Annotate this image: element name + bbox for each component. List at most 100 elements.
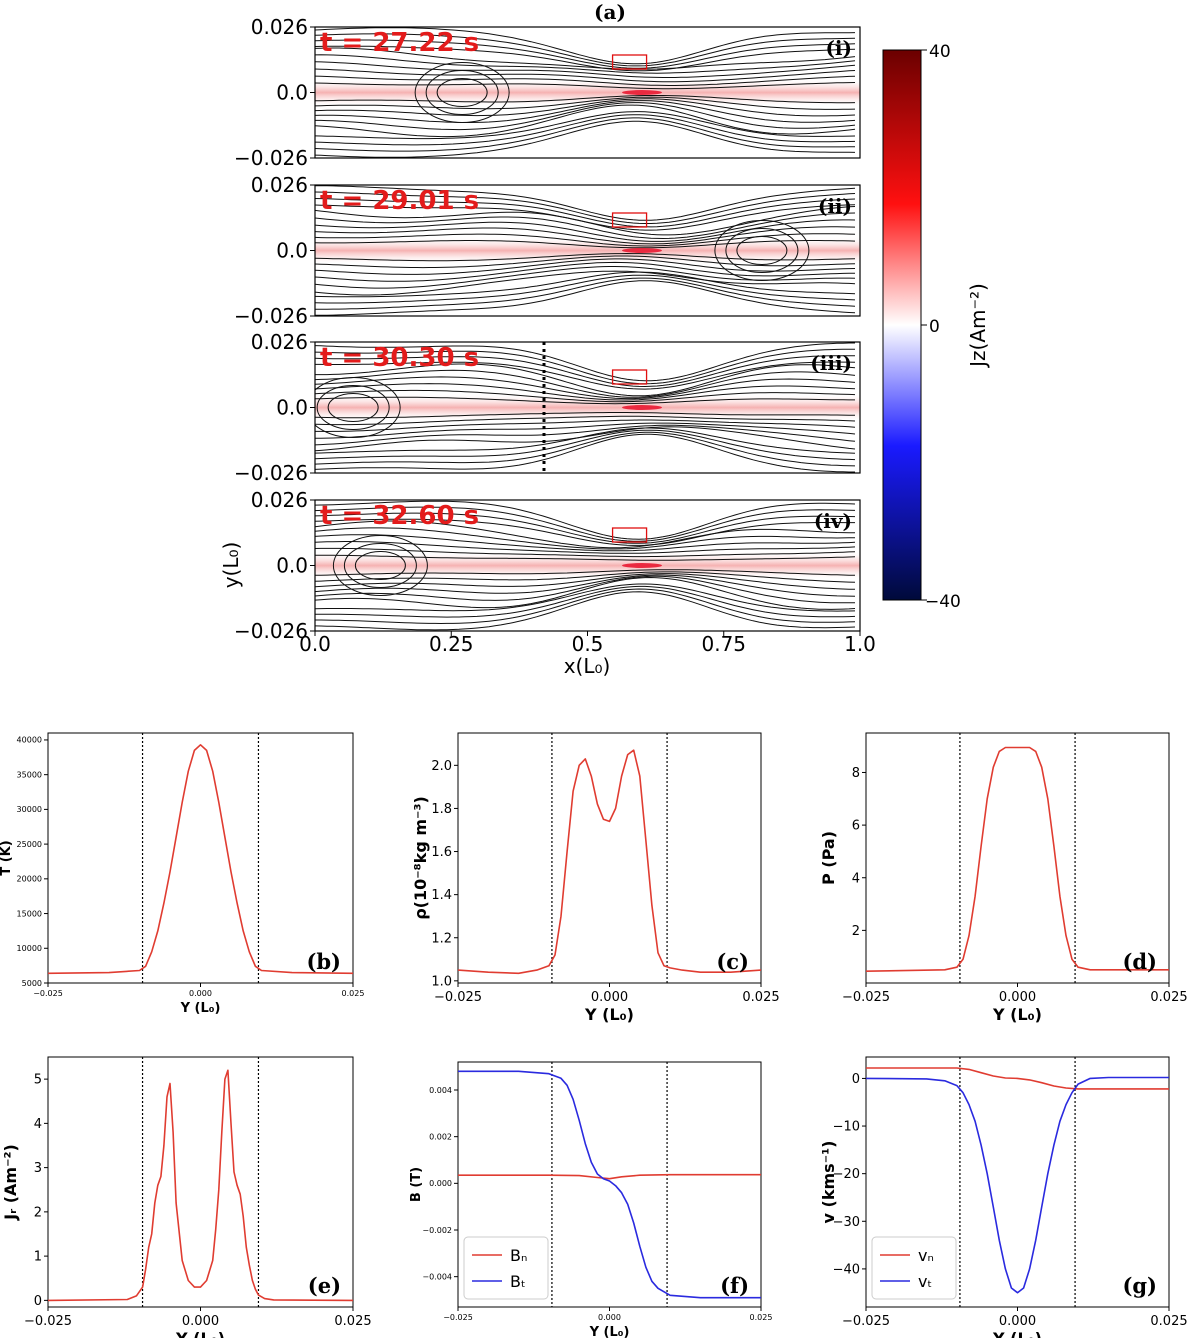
field-line (315, 583, 856, 612)
y-tick-label: 3 (34, 1161, 42, 1176)
legend-box (463, 1236, 549, 1300)
field-line (315, 96, 856, 110)
x-axis-label: Y (L₀) (584, 1005, 634, 1024)
x-axis-label: Y (L₀) (175, 1329, 225, 1338)
y-tick-label: 40000 (17, 736, 42, 745)
y-axis-label: ρ(10⁻⁸kg m⁻³) (411, 796, 430, 920)
x-tick-label: 0.000 (591, 990, 628, 1005)
y-tick-label: 15000 (17, 909, 42, 918)
field-line (315, 98, 856, 117)
field-line (315, 255, 856, 269)
snapshot-time: t = 32.60 s (320, 501, 479, 531)
field-line (315, 363, 856, 397)
snapshot-y-tick-label: 0.0 (276, 396, 308, 420)
field-line (315, 47, 856, 70)
field-line (315, 424, 856, 446)
snapshot-xlabel: x(L₀) (564, 654, 611, 678)
snapshot-label: (iv) (814, 509, 852, 533)
colorbar-tick-min: −40 (925, 592, 961, 612)
field-line (315, 27, 856, 65)
y-tick-label: −0.002 (422, 1226, 452, 1235)
magnetic-island (332, 535, 428, 596)
series-line-g (866, 1067, 1169, 1090)
field-line (315, 252, 856, 262)
x-tick-label: 0.025 (342, 989, 365, 998)
y-tick-label: 35000 (17, 770, 42, 779)
snapshot-time: t = 29.01 s (320, 186, 479, 216)
panel-label: (f) (720, 1273, 749, 1298)
field-line (315, 54, 856, 74)
field-line (315, 212, 856, 240)
field-line (315, 573, 856, 590)
field-line (315, 396, 855, 405)
x-tick-label: −0.025 (842, 990, 890, 1005)
field-line (315, 500, 856, 540)
snapshot-panels: t = 27.22 s (i) 0.026 0.0 −0.026 t = 29.01 s (… (234, 15, 861, 643)
y-tick-label: 1 (34, 1250, 42, 1265)
colorbar-gradient (882, 49, 922, 601)
field-line (315, 75, 856, 86)
x-axis-label: Y (L₀) (992, 1005, 1042, 1024)
snapshot-time: t = 27.22 s (320, 28, 479, 58)
panel-label: (g) (1122, 1273, 1157, 1298)
y-tick-label: 0.004 (429, 1086, 452, 1095)
magnetic-island (425, 70, 499, 115)
snapshot-ylabel: y(L₀) (219, 542, 243, 589)
x-tick-label: 0.025 (750, 1313, 773, 1322)
magnetic-island (343, 543, 417, 588)
field-line (315, 348, 855, 385)
y-tick-label: −10 (833, 1120, 860, 1135)
snapshot-x-tick-label: 1.0 (844, 632, 876, 656)
snapshot-x-tick-label: 0.0 (299, 632, 331, 656)
magnetic-island (354, 551, 406, 580)
field-line (315, 512, 856, 544)
y-tick-label: 0 (34, 1294, 42, 1309)
y-tick-label: 10000 (17, 944, 42, 953)
snapshot-panel-2: t = 29.01 s (ii) 0.026 0.0 −0.026 (234, 173, 861, 328)
snapshot-y-tick-label: 0.026 (251, 330, 308, 354)
field-line (315, 185, 856, 221)
legend-box (871, 1236, 957, 1300)
panel-label: (e) (308, 1273, 341, 1298)
panel-label: (b) (306, 949, 341, 974)
snapshot-panel-1: t = 27.22 s (i) 0.026 0.0 −0.026 (234, 15, 861, 170)
chart-f: −0.025 0.000 0.025 −0.004 −0.002 0.000 0.002 0.… (409, 1061, 773, 1338)
field-line (315, 270, 856, 296)
snapshot-y-tick-label: 0.026 (251, 173, 308, 197)
field-line (315, 33, 856, 67)
plot-frame (47, 1056, 354, 1308)
snapshot-label: (ii) (818, 194, 852, 218)
series-line-b (47, 744, 354, 975)
profile-panels: −0.025 0.000 0.025500010000150002000025000… (0, 732, 1187, 1338)
plot-frame (47, 732, 354, 984)
x-tick-label: 0.000 (999, 990, 1036, 1005)
snapshot-y-tick-label: 0.026 (251, 15, 308, 39)
y-axis-label: v (kms⁻¹) (819, 1141, 838, 1224)
panel-label: (d) (1122, 949, 1157, 974)
field-line (315, 433, 855, 473)
field-line (315, 355, 856, 388)
magnetic-island (315, 377, 401, 438)
snapshot-y-tick-label: −0.026 (234, 146, 308, 170)
snapshot-x-tick-label: 0.25 (429, 632, 474, 656)
snapshot-time: t = 30.30 s (320, 343, 479, 373)
x-point-current (622, 563, 662, 568)
series-line-e (47, 1069, 354, 1302)
x-tick-label: −0.025 (24, 1314, 72, 1329)
y-tick-label: 30000 (17, 805, 42, 814)
field-line (315, 415, 856, 426)
field-line (315, 104, 856, 138)
chart-g: −0.025 0.000 0.025 −40 −30 −20 −10 0 Y (L₀) v (km… (819, 1056, 1187, 1338)
legend-entry: Bₙ (510, 1246, 527, 1265)
field-line (315, 383, 856, 401)
series-line-g (865, 1076, 1169, 1294)
legend: vₙ vₜ (871, 1236, 957, 1300)
x-point-current (622, 248, 662, 253)
plot-frame (457, 732, 762, 984)
snapshot-y-tick-label: −0.026 (234, 304, 308, 328)
field-line (315, 585, 856, 618)
field-line (315, 277, 856, 310)
legend-entry: vₙ (918, 1246, 934, 1265)
field-line (315, 554, 856, 561)
